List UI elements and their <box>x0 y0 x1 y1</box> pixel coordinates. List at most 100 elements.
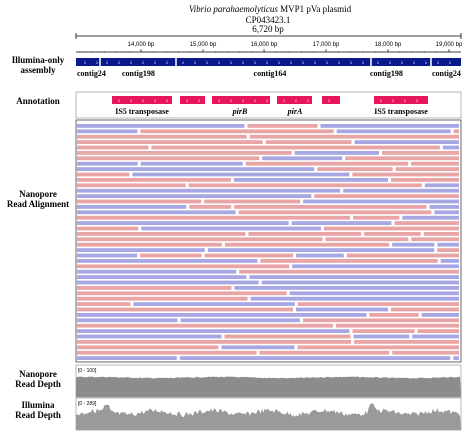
read <box>411 237 459 242</box>
read <box>262 156 343 161</box>
gene-box <box>374 96 428 104</box>
read <box>77 129 138 134</box>
read <box>412 334 459 339</box>
read <box>320 124 459 128</box>
strand-arrow: ‹ <box>295 99 297 105</box>
strand-arrow: › <box>266 61 268 67</box>
strand-arrow: › <box>182 61 184 67</box>
read <box>453 129 459 134</box>
read <box>151 145 440 150</box>
read <box>248 232 362 236</box>
strand-arrow: › <box>278 61 280 67</box>
depth-area <box>76 402 461 430</box>
read <box>77 253 138 258</box>
track-label: Nanopore Read Alignment <box>7 189 69 209</box>
ruler-tick-label: 18,000 bp <box>375 42 402 48</box>
title: Vibrio parahaemolyticus MVP1 pVa plasmid <box>189 4 352 14</box>
read <box>77 350 257 355</box>
read <box>77 221 289 225</box>
accession: CP043423.1 <box>246 15 291 25</box>
depth-range: [0 - 100] <box>78 368 97 374</box>
label-text: Illumina-only assembly <box>12 55 65 75</box>
ruler-tick-label: 19,000 bp <box>436 42 463 48</box>
strand-arrow: › <box>413 61 415 67</box>
read <box>323 226 459 231</box>
read <box>265 140 352 144</box>
read <box>369 313 419 317</box>
strand-arrow: ‹ <box>154 99 156 105</box>
read <box>317 167 393 171</box>
read <box>77 296 248 301</box>
strand-arrow: › <box>350 61 352 67</box>
read <box>77 178 231 182</box>
strand-arrow: › <box>218 61 220 67</box>
read <box>297 302 459 306</box>
strand-arrow: › <box>206 61 208 67</box>
read <box>343 188 459 193</box>
strand-arrow: ‹ <box>130 61 132 67</box>
read <box>289 291 459 296</box>
strand-arrow: › <box>230 61 232 67</box>
strand-arrow: › <box>392 99 394 105</box>
strand-arrow: › <box>326 61 328 67</box>
ruler-tick-label: 15,000 bp <box>190 42 217 48</box>
read <box>250 296 459 301</box>
depth-area <box>76 376 461 397</box>
read <box>133 302 295 306</box>
read <box>292 264 459 269</box>
read <box>77 313 367 317</box>
contig-label: contig198 <box>122 69 155 78</box>
strand-arrow: › <box>416 99 418 105</box>
strand-arrow: ‹ <box>307 99 309 105</box>
strand-arrow: ‹ <box>283 99 285 105</box>
strand-arrow: ‹ <box>242 99 244 105</box>
contig-label: contig24 <box>432 69 461 78</box>
read <box>335 323 459 328</box>
read <box>77 151 292 155</box>
gene-label: IS5 transposase <box>115 107 169 116</box>
assembly-bar <box>76 58 461 66</box>
strand-arrow: ‹ <box>166 61 168 67</box>
read <box>180 318 300 323</box>
track-label: Illumina Read Depth <box>15 400 61 420</box>
read <box>224 334 351 339</box>
read <box>77 210 236 215</box>
read <box>434 210 459 215</box>
read <box>249 134 459 139</box>
read <box>77 264 290 269</box>
strand-arrow: ‹ <box>154 61 156 67</box>
species: Vibrio parahaemolyticus <box>189 4 279 14</box>
strand-arrow: › <box>186 99 188 105</box>
read <box>297 345 459 350</box>
strand-arrow: › <box>242 61 244 67</box>
read <box>77 194 312 198</box>
read <box>77 167 315 171</box>
read <box>77 302 131 306</box>
read <box>77 280 259 285</box>
read <box>391 307 459 312</box>
read <box>141 226 321 231</box>
read <box>353 215 400 220</box>
read <box>294 151 379 155</box>
strand-arrow: ‹ <box>218 99 220 105</box>
read <box>77 329 350 333</box>
strand-arrow: ‹ <box>254 99 256 105</box>
label-text: Illumina Read Depth <box>15 400 61 420</box>
strand-arrow: › <box>84 61 86 67</box>
read <box>291 221 392 225</box>
read <box>429 205 459 209</box>
strand-arrow: › <box>377 61 379 67</box>
strand-arrow: › <box>254 61 256 67</box>
strand-arrow: › <box>96 61 98 67</box>
ruler-tick-label: 17,000 bp <box>313 42 340 48</box>
read <box>336 129 451 134</box>
read <box>77 242 222 247</box>
track-label: Annotation <box>16 96 60 106</box>
strand-arrow: › <box>302 61 304 67</box>
read <box>442 145 459 150</box>
read <box>238 210 432 215</box>
gene-box <box>322 96 340 104</box>
read <box>354 340 459 344</box>
read <box>346 253 459 258</box>
strand-arrow: ‹ <box>230 99 232 105</box>
